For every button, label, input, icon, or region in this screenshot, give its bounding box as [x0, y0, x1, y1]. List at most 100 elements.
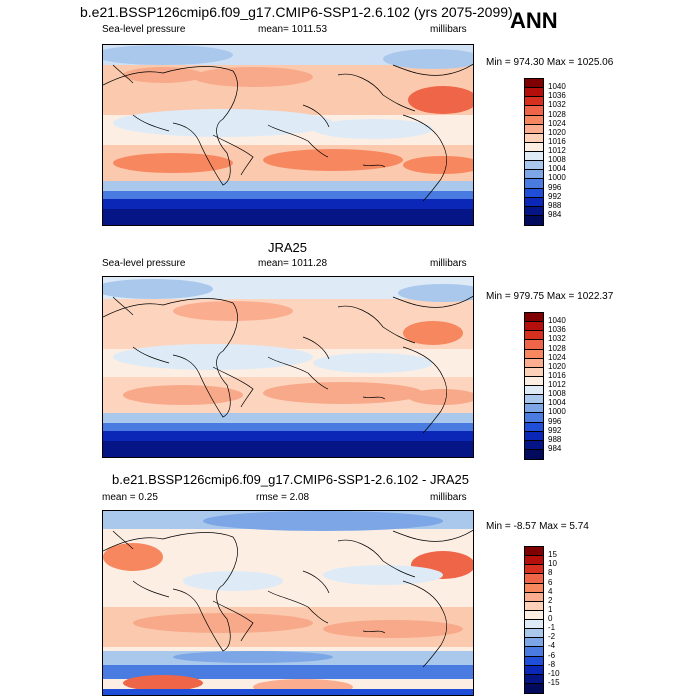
panel3-units-label: millibars: [430, 492, 467, 503]
panel2-title: JRA25: [268, 240, 308, 255]
colorbar-tick-label: -8: [548, 659, 556, 669]
colorbar-tick-label: 1016: [548, 370, 566, 380]
colorbar-tick-label: 1000: [548, 407, 566, 417]
colorbar-tick-label: 1024: [548, 352, 566, 362]
panel1-map: [102, 44, 474, 226]
panel3-map: [102, 510, 474, 696]
colorbar-tick-label: 988: [548, 434, 562, 444]
colorbar-swatch: [525, 683, 543, 693]
colorbar-swatch: [525, 124, 543, 134]
colorbar-tick-label: -1: [548, 623, 556, 633]
colorbar-tick-label: 1028: [548, 343, 566, 353]
colorbar-swatch: [525, 133, 543, 143]
panel1-minmax: Min = 974.30 Max = 1025.06: [486, 57, 614, 68]
colorbar-swatch: [525, 79, 543, 89]
colorbar-tick-label: 1008: [548, 155, 566, 165]
colorbar-tick-label: 1028: [548, 109, 566, 119]
colorbar-tick-label: 15: [548, 550, 557, 560]
colorbar-tick-label: 1032: [548, 100, 566, 110]
colorbar-swatch: [525, 656, 543, 666]
colorbar-tick-label: 988: [548, 200, 562, 210]
panel3-title: b.e21.BSSP126cmip6.f09_g17.CMIP6-SSP1-2.…: [112, 472, 469, 487]
colorbar-swatch: [525, 638, 543, 648]
colorbar-tick-label: 1: [548, 604, 553, 614]
colorbar-tick-label: 8: [548, 568, 553, 578]
colorbar-tick-label: 2: [548, 595, 553, 605]
panel3-map-svg: [103, 511, 473, 695]
colorbar-swatch: [525, 115, 543, 125]
colorbar-swatch: [525, 170, 543, 180]
colorbar-swatch: [525, 674, 543, 684]
colorbar-swatch: [525, 556, 543, 566]
panel2-minmax: Min = 979.75 Max = 1022.37: [486, 291, 614, 302]
colorbar-tick-label: 4: [548, 586, 553, 596]
colorbar-swatch: [525, 610, 543, 620]
colorbar-swatch: [525, 188, 543, 198]
colorbar-swatch: [525, 152, 543, 162]
colorbar-swatch: [525, 449, 543, 459]
colorbar-swatch: [525, 583, 543, 593]
colorbar-swatch: [525, 404, 543, 414]
colorbar-tick-label: -6: [548, 650, 556, 660]
colorbar-swatch: [525, 386, 543, 396]
panel3-colorbar: [524, 546, 544, 694]
colorbar-tick-label: 1032: [548, 334, 566, 344]
colorbar-swatch: [525, 574, 543, 584]
colorbar-swatch: [525, 647, 543, 657]
colorbar-tick-label: 996: [548, 416, 562, 426]
season-label: ANN: [510, 8, 558, 33]
colorbar-swatch: [525, 629, 543, 639]
panel3-rmse-label: rmse = 2.08: [256, 492, 310, 503]
colorbar-tick-label: 1004: [548, 398, 566, 408]
colorbar-swatch: [525, 547, 543, 557]
colorbar-tick-label: 0: [548, 614, 553, 623]
colorbar-tick-label: 996: [548, 182, 562, 192]
colorbar-tick-label: 10: [548, 559, 557, 569]
colorbar-tick-label: -4: [548, 641, 556, 651]
colorbar-swatch: [525, 376, 543, 386]
colorbar-tick-label: 6: [548, 577, 553, 587]
panel2-map: [102, 276, 474, 458]
colorbar-tick-label: 1012: [548, 146, 566, 155]
panel1-colorbar: [524, 78, 544, 226]
colorbar-swatch: [525, 179, 543, 189]
colorbar-tick-label: -10: [548, 668, 560, 678]
panel2-variable-label: Sea-level pressure: [102, 258, 186, 269]
colorbar-swatch: [525, 431, 543, 441]
panel2-map-svg: [103, 277, 473, 457]
colorbar-tick-label: 1000: [548, 173, 566, 183]
colorbar-swatch: [525, 349, 543, 359]
colorbar-tick-label: 1016: [548, 136, 566, 146]
panel3-mean-label: mean = 0.25: [102, 492, 158, 503]
colorbar-swatch: [525, 322, 543, 332]
colorbar-swatch: [525, 215, 543, 225]
colorbar-swatch: [525, 358, 543, 368]
colorbar-swatch: [525, 206, 543, 216]
colorbar-swatch: [525, 592, 543, 602]
panel1-variable-label: Sea-level pressure: [102, 24, 186, 35]
colorbar-swatch: [525, 565, 543, 575]
colorbar-tick-label: 1020: [548, 127, 566, 137]
colorbar-tick-label: 984: [548, 209, 562, 219]
colorbar-swatch: [525, 313, 543, 323]
colorbar-swatch: [525, 340, 543, 350]
colorbar-swatch: [525, 142, 543, 152]
panel1-map-svg: [103, 45, 473, 225]
colorbar-tick-label: 1012: [548, 380, 566, 389]
colorbar-tick-label: 1008: [548, 389, 566, 399]
panel1-units-label: millibars: [430, 24, 467, 35]
colorbar-swatch: [525, 197, 543, 207]
colorbar-tick-label: 984: [548, 443, 562, 453]
colorbar-tick-label: 1024: [548, 118, 566, 128]
colorbar-swatch: [525, 413, 543, 423]
colorbar-swatch: [525, 367, 543, 377]
colorbar-tick-label: 992: [548, 191, 562, 201]
colorbar-swatch: [525, 620, 543, 630]
colorbar-swatch: [525, 440, 543, 450]
colorbar-tick-label: 1040: [548, 82, 566, 92]
colorbar-tick-label: 992: [548, 425, 562, 435]
colorbar-swatch: [525, 331, 543, 341]
panel2-colorbar: [524, 312, 544, 460]
colorbar-swatch: [525, 422, 543, 432]
colorbar-swatch: [525, 161, 543, 171]
